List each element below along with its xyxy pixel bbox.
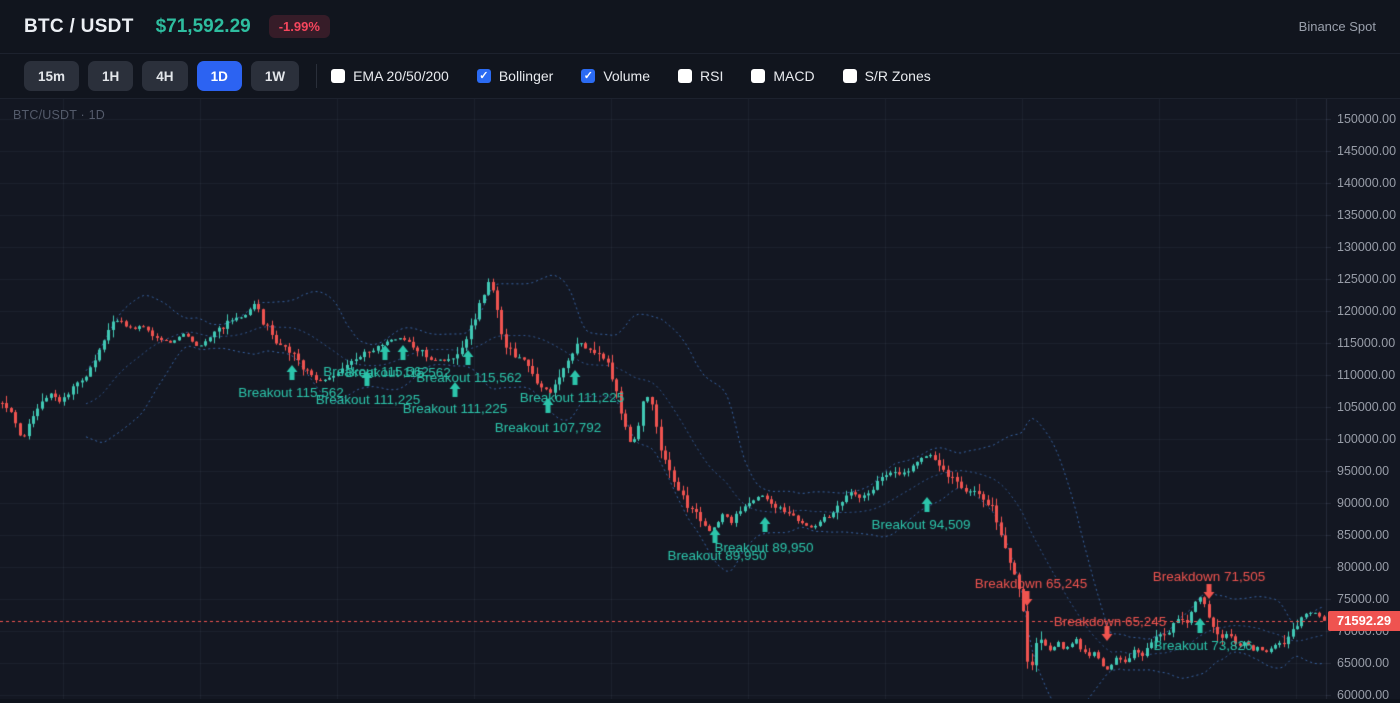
- price-axis-label: 150000.00: [1337, 112, 1397, 126]
- srzones-checkbox[interactable]: ✓: [842, 69, 857, 83]
- chart-toolbar: 15m 1H 4H 1D 1W ✓ EMA 20/50/200 ✓ Bollin…: [0, 54, 1400, 99]
- price-axis-label: 100000.00: [1337, 432, 1397, 446]
- rsi-checkbox[interactable]: ✓: [678, 69, 693, 83]
- app-header: BTC / USDT $71,592.29 -1.99% Binance Spo…: [0, 0, 1400, 54]
- price-axis-label: 95000.00: [1337, 464, 1390, 478]
- price-axis-label: 120000.00: [1337, 304, 1397, 318]
- volume-checkbox-label: Volume: [603, 68, 651, 84]
- price-axis-label: 65000.00: [1337, 656, 1390, 670]
- ema-checkbox-label: EMA 20/50/200: [353, 68, 449, 84]
- price-axis-label: 125000.00: [1337, 272, 1397, 286]
- bollinger-checkbox-label: Bollinger: [498, 68, 554, 84]
- price-axis-label: 135000.00: [1337, 208, 1397, 222]
- pair-title: BTC / USDT: [24, 15, 134, 37]
- price-axis-label: 110000.00: [1337, 368, 1396, 382]
- ema-checkbox[interactable]: ✓: [331, 69, 346, 83]
- timeframe-button-1w[interactable]: 1W: [250, 61, 300, 91]
- rsi-checkbox-label: RSI: [700, 68, 724, 84]
- price-axis-label: 105000.00: [1337, 400, 1397, 414]
- price-axis-label: 115000.00: [1337, 336, 1396, 350]
- bollinger-checkbox[interactable]: ✓: [476, 69, 491, 83]
- current-price: $71,592.29: [155, 15, 251, 37]
- price-axis-label: 60000.00: [1337, 688, 1390, 702]
- price-axis-label: 145000.00: [1337, 144, 1397, 158]
- price-axis-label: 130000.00: [1337, 240, 1397, 254]
- price-axis-label: 85000.00: [1337, 528, 1390, 542]
- change-badge: -1.99%: [268, 15, 330, 38]
- indicator-toggle-macd[interactable]: ✓ MACD: [751, 68, 815, 84]
- volume-checkbox[interactable]: ✓: [581, 69, 596, 83]
- indicator-toggle-ema[interactable]: ✓ EMA 20/50/200: [331, 68, 449, 84]
- indicator-toggle-volume[interactable]: ✓ Volume: [581, 68, 650, 84]
- timeframe-button-1h[interactable]: 1H: [88, 61, 134, 91]
- macd-checkbox-label: MACD: [773, 68, 815, 84]
- price-axis-label: 140000.00: [1337, 176, 1397, 190]
- srzones-checkbox-label: S/R Zones: [864, 68, 931, 84]
- timeframe-button-4h[interactable]: 4H: [142, 61, 188, 91]
- check-icon: ✓: [479, 69, 489, 82]
- indicator-toggle-srzones[interactable]: ✓ S/R Zones: [842, 68, 931, 84]
- price-chart-canvas[interactable]: [0, 99, 1400, 699]
- timeframe-button-15m[interactable]: 15m: [24, 61, 80, 91]
- timeframe-button-1d[interactable]: 1D: [196, 61, 242, 91]
- current-price-tag: 71592.29: [1328, 610, 1400, 631]
- macd-checkbox[interactable]: ✓: [751, 69, 766, 83]
- check-icon: ✓: [583, 69, 593, 82]
- chart-area: BTC/USDT · 1D 150000.00 145000.00 140000.0…: [0, 99, 1400, 702]
- indicator-toggle-bollinger[interactable]: ✓ Bollinger: [476, 68, 554, 84]
- indicator-toggle-rsi[interactable]: ✓ RSI: [678, 68, 723, 84]
- toolbar-divider: [316, 64, 318, 88]
- price-axis-label: 75000.00: [1337, 592, 1390, 606]
- price-axis-label: 90000.00: [1337, 496, 1390, 510]
- price-axis-label: 80000.00: [1337, 560, 1390, 574]
- exchange-label: Binance Spot: [1298, 19, 1376, 34]
